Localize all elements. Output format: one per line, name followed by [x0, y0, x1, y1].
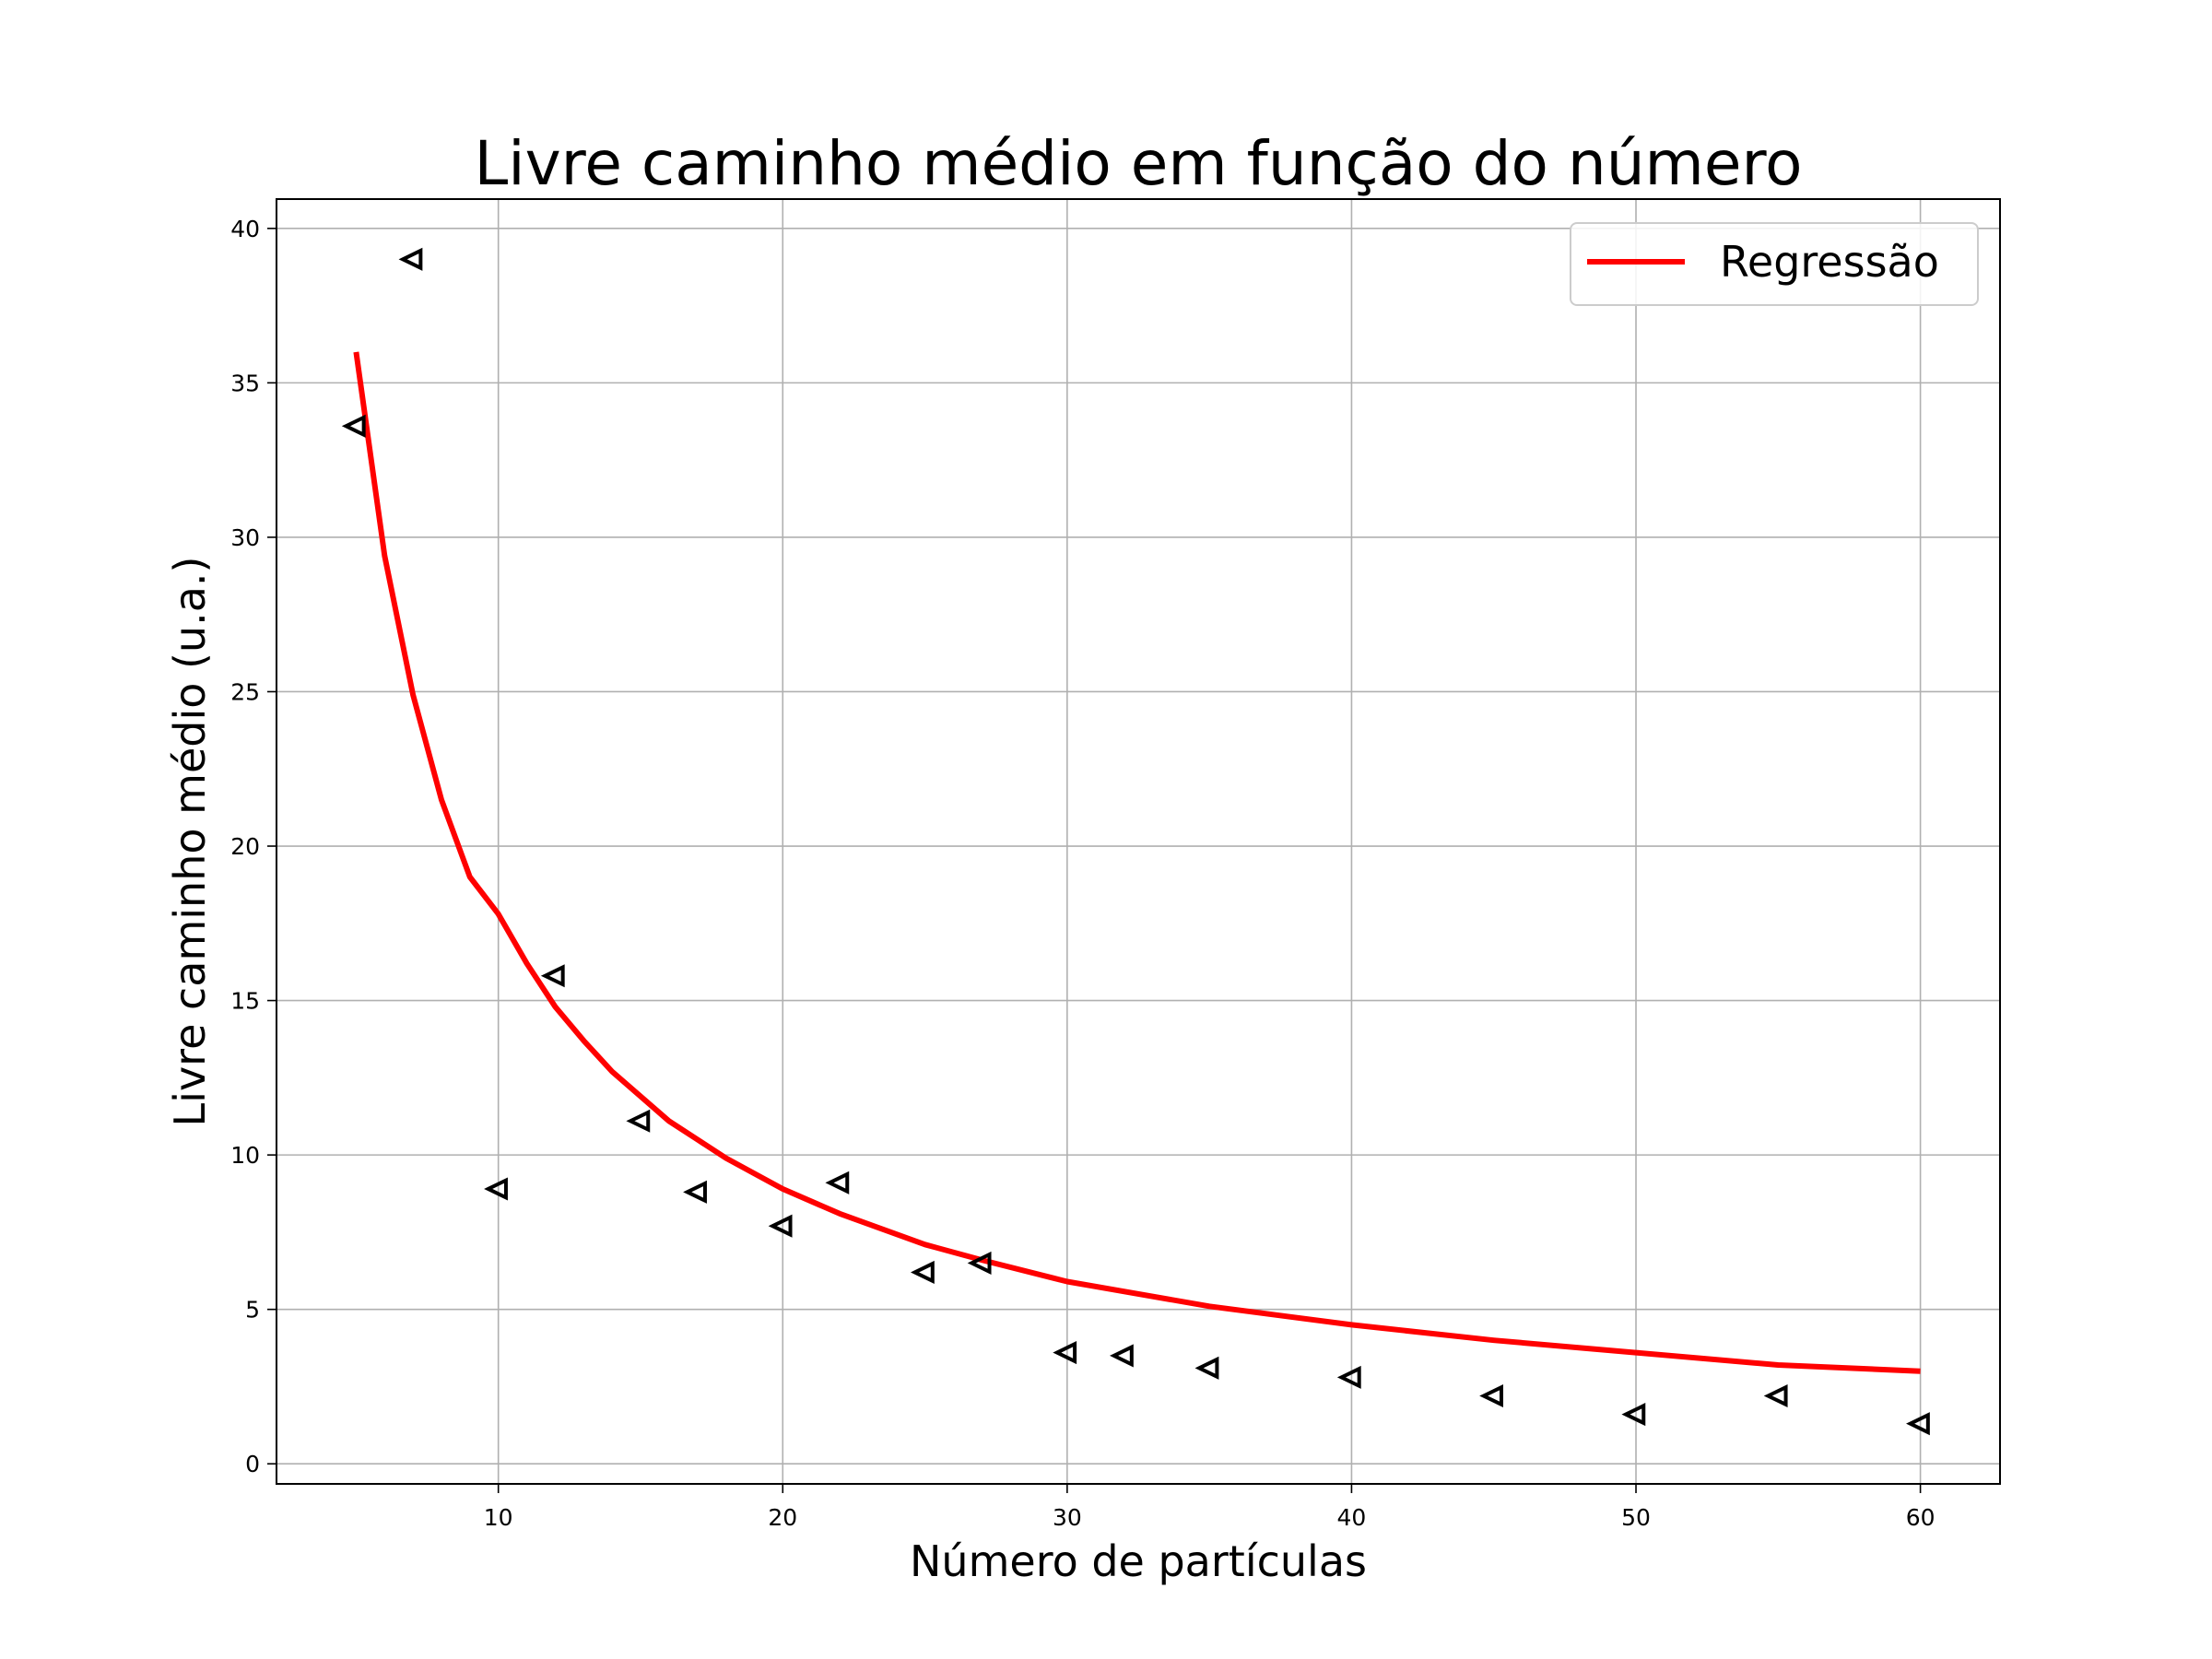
scatter-point [1621, 1403, 1646, 1427]
scatter-point [484, 1177, 508, 1201]
x-axis-label: Número de partículas [910, 1536, 1367, 1586]
y-tick-label: 10 [230, 1142, 260, 1169]
scatter-point [1479, 1383, 1503, 1408]
scatter-point [1109, 1344, 1134, 1368]
y-axis-label: Livre caminho médio (u.a.) [165, 557, 215, 1127]
scatter-point [398, 247, 423, 271]
chart-title: Livre caminho médio em função do número [474, 128, 1802, 199]
legend: Regressão [1570, 222, 1979, 306]
scatter-point [683, 1180, 707, 1204]
scatter-point [1336, 1365, 1361, 1389]
scatter-point [626, 1109, 651, 1133]
y-tick-label: 15 [230, 988, 260, 1015]
y-tick-label: 40 [230, 216, 260, 242]
x-tick-label: 10 [484, 1504, 513, 1531]
scatter-point [1194, 1356, 1219, 1380]
scatter-point [1053, 1341, 1077, 1365]
y-tick-label: 5 [245, 1297, 260, 1324]
y-tick-label: 25 [230, 678, 260, 705]
scatter-point [768, 1214, 793, 1238]
y-tick-label: 20 [230, 833, 260, 860]
y-tick-label: 0 [245, 1451, 260, 1477]
plot-frame [276, 198, 2001, 1485]
scatter-point [825, 1171, 850, 1194]
x-tick-label: 30 [1053, 1504, 1082, 1531]
ticks: 10 20 30 40 50 60 0 5 10 15 20 25 30 35 40 [230, 216, 1935, 1531]
scatter-point [967, 1251, 992, 1275]
scatter-point [1906, 1412, 1930, 1436]
x-tick-label: 50 [1621, 1504, 1651, 1531]
grid [276, 199, 2000, 1484]
scatter-points [341, 247, 1930, 1436]
scatter-point [540, 964, 565, 988]
y-tick-label: 30 [230, 524, 260, 551]
y-tick-label: 35 [230, 370, 260, 396]
x-tick-label: 40 [1337, 1504, 1367, 1531]
scatter-point [910, 1260, 935, 1285]
legend-box [1570, 222, 1979, 306]
scatter-point [341, 414, 366, 438]
regression-line [353, 351, 1921, 1374]
legend-regression-label: Regressão [1720, 237, 1939, 287]
x-tick-label: 60 [1906, 1504, 1936, 1531]
scatter-point [1763, 1383, 1788, 1408]
x-tick-label: 20 [768, 1504, 797, 1531]
regression-curve-layer [353, 351, 1921, 1374]
